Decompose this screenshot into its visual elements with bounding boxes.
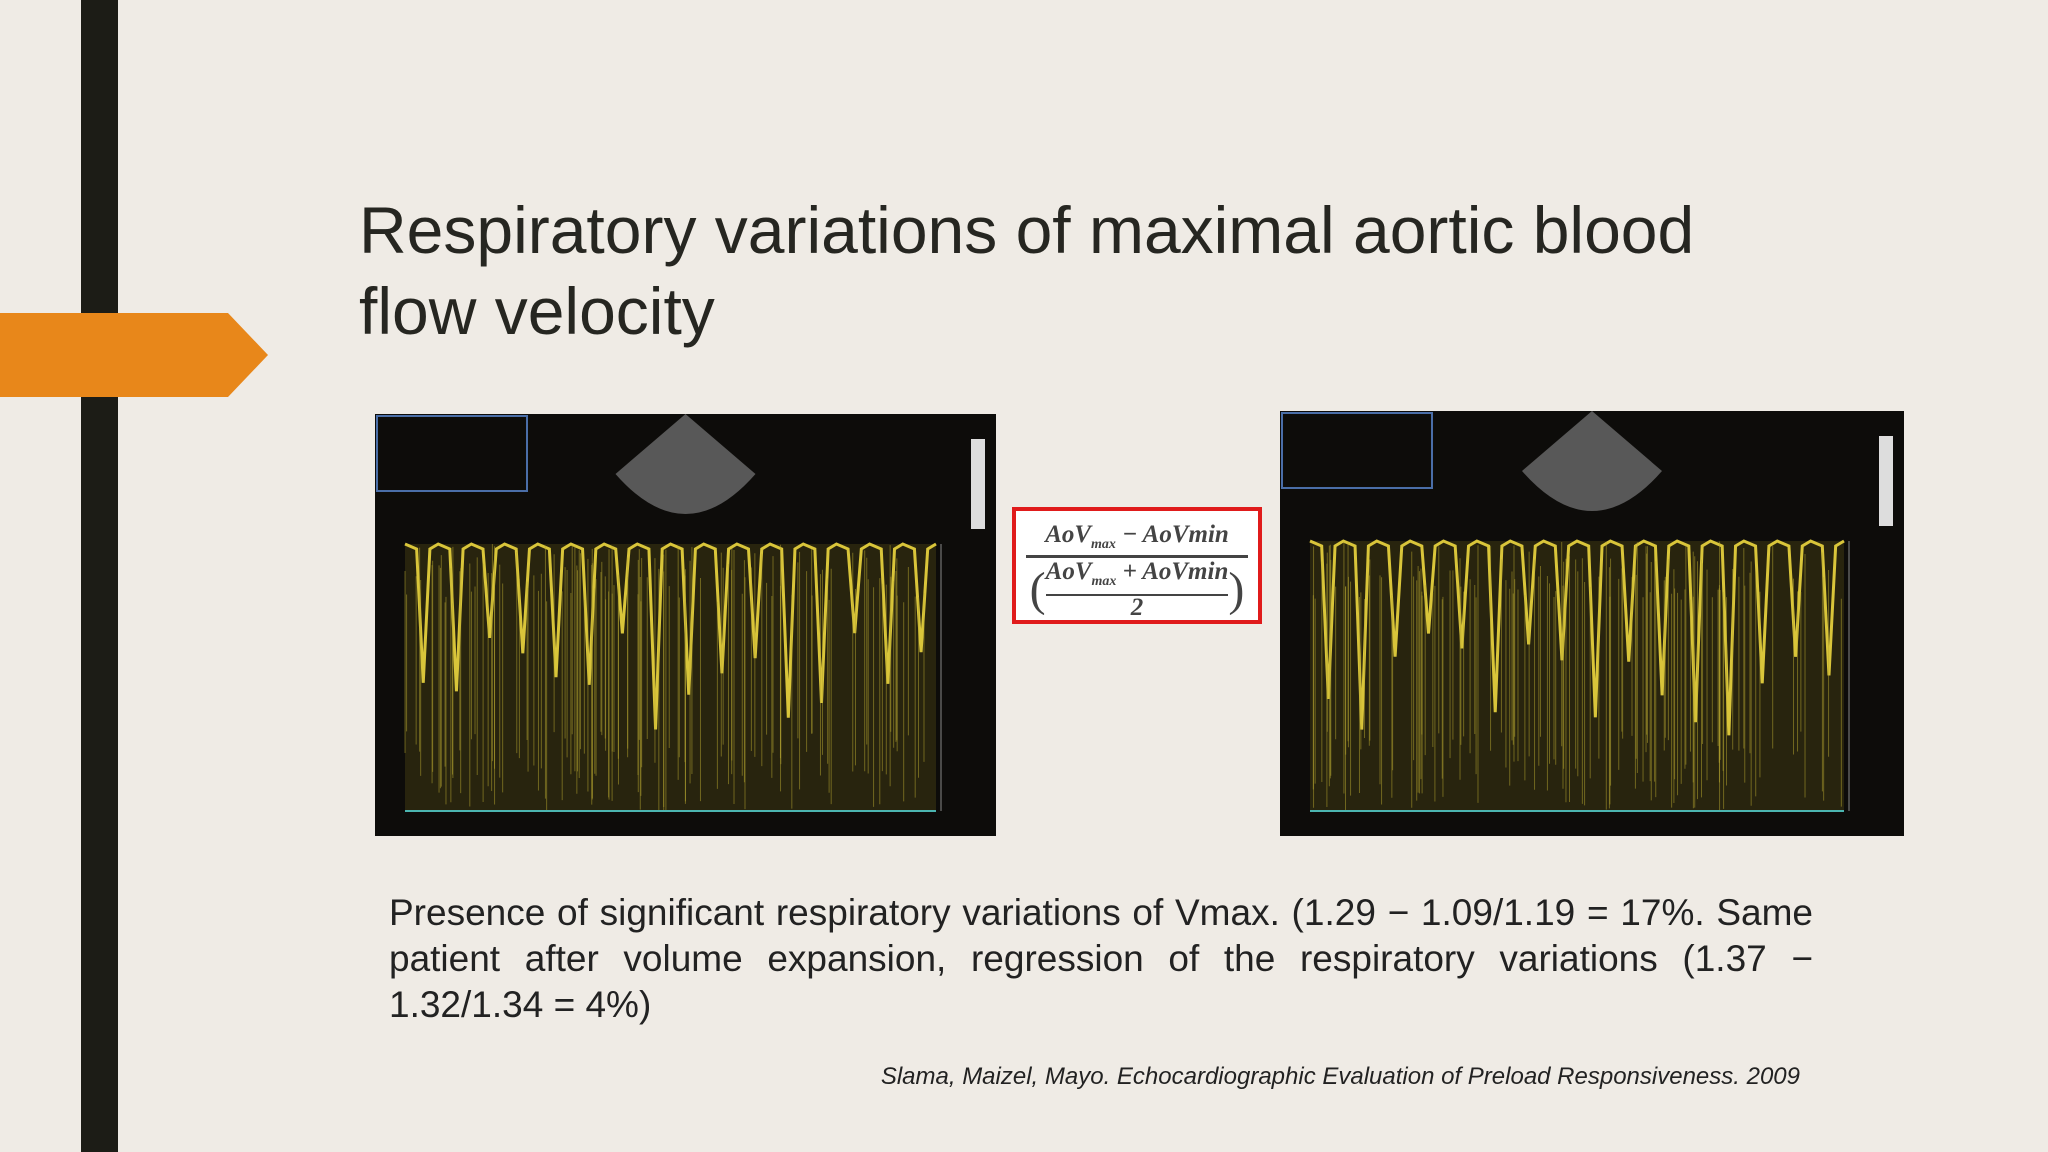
title: Respiratory variations of maximal aortic… bbox=[359, 190, 1694, 352]
title-line: Respiratory variations of maximal aortic… bbox=[359, 193, 1695, 267]
fraction-line bbox=[1026, 555, 1248, 558]
doppler-trace bbox=[1309, 539, 1845, 736]
accent-arrow bbox=[0, 313, 268, 397]
gray-scale bbox=[971, 439, 985, 529]
gray-scale bbox=[1879, 436, 1893, 526]
formula-term: − AoVmin bbox=[1122, 521, 1229, 548]
body-text: Presence of significant respiratory vari… bbox=[389, 892, 1813, 1025]
echo-image bbox=[1280, 411, 1904, 836]
formula-term: AoV bbox=[1045, 521, 1092, 548]
formula-numerator: AoVmax − AoVmin bbox=[1016, 521, 1258, 553]
formula-sub: max bbox=[1091, 574, 1117, 589]
info-panel bbox=[376, 415, 528, 492]
sector-view bbox=[615, 414, 756, 514]
accent-bar bbox=[81, 0, 118, 1152]
echo-image bbox=[375, 414, 996, 836]
title-line: flow velocity bbox=[359, 274, 715, 348]
formula-term: AoV bbox=[1045, 558, 1092, 585]
formula-term: + AoVmin bbox=[1122, 558, 1229, 585]
formula-box: AoVmax − AoVmin ( AoVmax + AoVmin 2 ) bbox=[1012, 507, 1262, 624]
formula-sub: max bbox=[1091, 537, 1116, 552]
citation: Slama, Maizel, Mayo. Echocardiographic E… bbox=[880, 1063, 1800, 1090]
info-panel bbox=[1281, 412, 1433, 489]
formula-divisor: 2 bbox=[1130, 594, 1144, 621]
sector-view bbox=[1522, 411, 1662, 511]
formula-denominator: ( AoVmax + AoVmin 2 ) bbox=[1029, 558, 1245, 621]
